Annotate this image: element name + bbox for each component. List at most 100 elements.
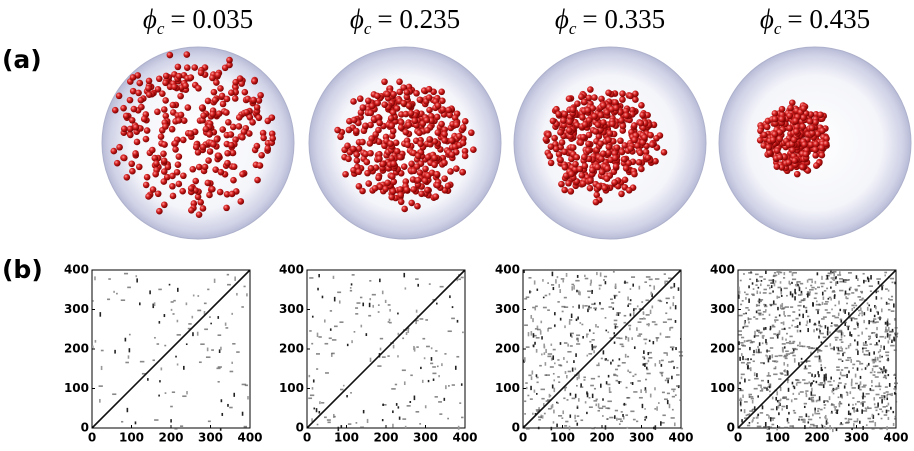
bead [153,160,160,167]
contact [186,391,188,394]
contact [891,310,895,312]
contact [739,390,743,392]
contact [612,359,614,361]
contact [879,397,883,399]
contact [174,428,177,430]
contact [309,277,313,279]
contact [826,422,829,424]
contact [775,355,778,357]
contact [887,410,889,412]
contact [644,419,646,421]
contact [530,315,532,319]
bead [434,182,441,189]
contact [399,417,401,420]
contact [886,359,889,361]
bead [772,131,779,138]
contact [785,350,789,352]
contact [415,278,419,280]
contact [579,322,581,324]
contact [825,301,829,303]
contact [545,295,548,297]
contact [378,304,380,306]
bead [776,136,783,143]
contact [891,296,893,298]
contact [218,334,222,336]
contact [800,283,803,285]
contact [608,375,610,378]
contact [794,296,796,300]
bead [555,111,562,118]
contact [792,393,794,395]
column-title: ϕc= 0.235 [350,4,460,38]
contact [645,379,647,381]
contact [613,332,615,334]
contact [568,371,571,373]
bead [591,94,598,101]
contact [620,420,623,422]
contact [873,397,875,400]
contact [543,297,545,299]
bead [410,186,417,193]
contact [817,272,819,275]
contact [177,363,179,365]
contact [369,298,371,300]
bead [152,171,159,178]
bead [772,110,779,117]
contact [569,321,571,325]
contact [614,295,616,298]
bead [468,129,475,136]
contact [398,406,400,408]
contact [811,382,813,384]
contact [660,333,662,336]
contact [630,299,632,301]
contact [667,319,672,321]
contact [537,382,539,384]
bead [200,205,207,212]
contact [849,288,851,290]
contact [157,343,160,345]
contact [553,349,556,351]
contact [348,423,351,425]
contact [558,364,561,366]
contact [872,414,874,417]
contact [642,404,644,408]
contact [594,303,596,305]
contact [368,315,371,317]
contact [756,311,758,314]
contact [835,277,837,279]
contact [830,287,832,289]
contact [605,407,609,409]
bead [604,175,611,182]
contact [816,413,820,415]
contact [634,374,636,376]
contact [164,345,166,347]
bead [622,177,629,184]
contact [779,330,781,333]
bead [565,180,572,187]
contact [388,304,391,306]
bead [580,134,587,141]
contact [165,392,167,394]
contact [573,285,575,290]
bead [787,105,794,112]
contact [622,414,624,417]
contact [837,281,839,284]
contact [874,371,876,373]
bead [581,99,588,106]
bead [426,107,433,114]
contact [881,308,883,312]
bead [543,136,550,143]
contact [781,408,783,410]
bead [572,161,579,168]
bead [205,157,212,164]
contact [570,345,573,347]
contact [590,280,592,284]
y-tick-label: 200 [64,342,89,356]
contact [795,292,797,294]
contact [790,291,792,295]
contact [774,272,776,274]
contact [804,425,806,429]
contact [643,363,645,365]
contact [617,375,619,377]
contact [586,355,588,357]
